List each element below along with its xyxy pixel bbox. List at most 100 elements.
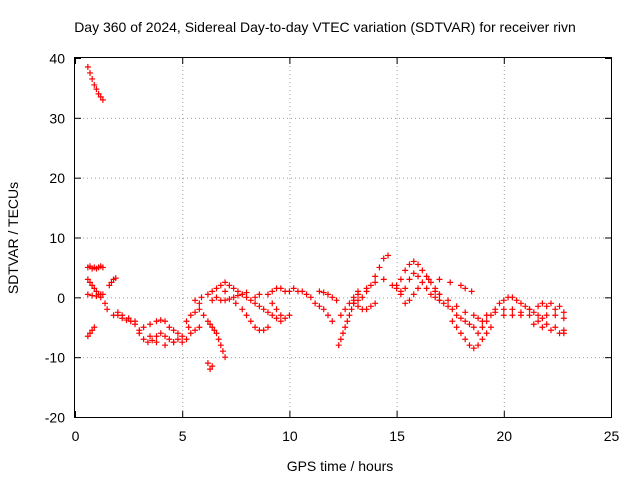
data-point	[209, 288, 216, 295]
data-point	[526, 306, 533, 313]
data-point	[337, 336, 344, 343]
data-point	[230, 285, 237, 292]
data-point	[243, 312, 250, 319]
data-point	[535, 318, 542, 325]
data-point	[256, 303, 263, 310]
data-point	[149, 337, 156, 344]
data-point	[344, 318, 351, 325]
data-point	[97, 291, 104, 298]
data-point	[200, 312, 207, 319]
data-point	[269, 312, 276, 319]
data-point	[522, 303, 529, 310]
data-point	[324, 291, 331, 298]
data-point	[410, 291, 417, 298]
data-point	[153, 339, 160, 346]
data-point	[560, 330, 567, 337]
data-point	[479, 324, 486, 331]
data-point	[425, 276, 432, 283]
data-point	[234, 292, 241, 299]
data-point	[166, 324, 173, 331]
data-point	[530, 309, 537, 316]
data-point	[166, 336, 173, 343]
data-point	[436, 297, 443, 304]
data-point	[260, 306, 267, 313]
data-point	[187, 312, 194, 319]
data-point	[410, 258, 417, 265]
data-point	[380, 276, 387, 283]
data-point	[299, 288, 306, 295]
x-tick-label: 25	[604, 428, 620, 444]
data-point	[183, 318, 190, 325]
data-point	[222, 297, 229, 304]
data-point	[513, 297, 520, 304]
data-point	[140, 336, 147, 343]
data-point	[114, 309, 121, 316]
data-point	[372, 273, 379, 280]
x-tick-label: 15	[389, 428, 405, 444]
data-point	[252, 294, 259, 301]
data-point	[316, 288, 323, 295]
data-point	[84, 63, 91, 70]
data-point	[466, 342, 473, 349]
data-point	[363, 306, 370, 313]
data-point	[239, 306, 246, 313]
data-point	[187, 330, 194, 337]
y-tick-label: 0	[57, 290, 65, 306]
data-point	[264, 324, 271, 331]
data-point	[402, 267, 409, 274]
data-point	[453, 312, 460, 319]
data-point	[423, 285, 430, 292]
data-point	[219, 348, 226, 355]
data-point	[230, 294, 237, 301]
data-point	[500, 306, 507, 313]
data-point	[286, 288, 293, 295]
data-point	[147, 321, 154, 328]
data-point	[112, 275, 119, 282]
data-point	[363, 285, 370, 292]
data-point	[445, 303, 452, 310]
data-point	[162, 342, 169, 349]
data-point	[329, 318, 336, 325]
data-point	[329, 294, 336, 301]
data-point	[277, 312, 284, 319]
data-point	[475, 315, 482, 322]
data-point	[406, 261, 413, 268]
data-point	[410, 270, 417, 277]
data-point	[552, 324, 559, 331]
data-point	[427, 291, 434, 298]
data-point	[335, 342, 342, 349]
data-point	[217, 342, 224, 349]
data-point	[213, 294, 220, 301]
data-point	[509, 312, 516, 319]
data-point	[170, 339, 177, 346]
data-point	[93, 293, 100, 300]
data-point	[355, 303, 362, 310]
data-point	[162, 318, 169, 325]
data-point	[543, 321, 550, 328]
data-point	[119, 312, 126, 319]
data-point	[91, 81, 98, 88]
data-point	[269, 288, 276, 295]
data-point	[457, 282, 464, 289]
data-point	[483, 330, 490, 337]
data-point	[406, 276, 413, 283]
y-axis-label: SDTVAR / TECUs	[5, 182, 21, 294]
data-point	[530, 321, 537, 328]
data-point	[376, 264, 383, 271]
data-point	[479, 336, 486, 343]
data-point	[447, 279, 454, 286]
data-point	[385, 252, 392, 259]
data-point	[415, 273, 422, 280]
data-point	[303, 291, 310, 298]
data-point	[286, 312, 293, 319]
data-point	[470, 345, 477, 352]
data-point	[91, 324, 98, 331]
data-point	[393, 282, 400, 289]
data-point	[102, 300, 109, 307]
data-point	[517, 312, 524, 319]
data-point	[526, 312, 533, 319]
data-point	[457, 330, 464, 337]
data-point	[264, 309, 271, 316]
x-tick-label: 0	[72, 428, 80, 444]
